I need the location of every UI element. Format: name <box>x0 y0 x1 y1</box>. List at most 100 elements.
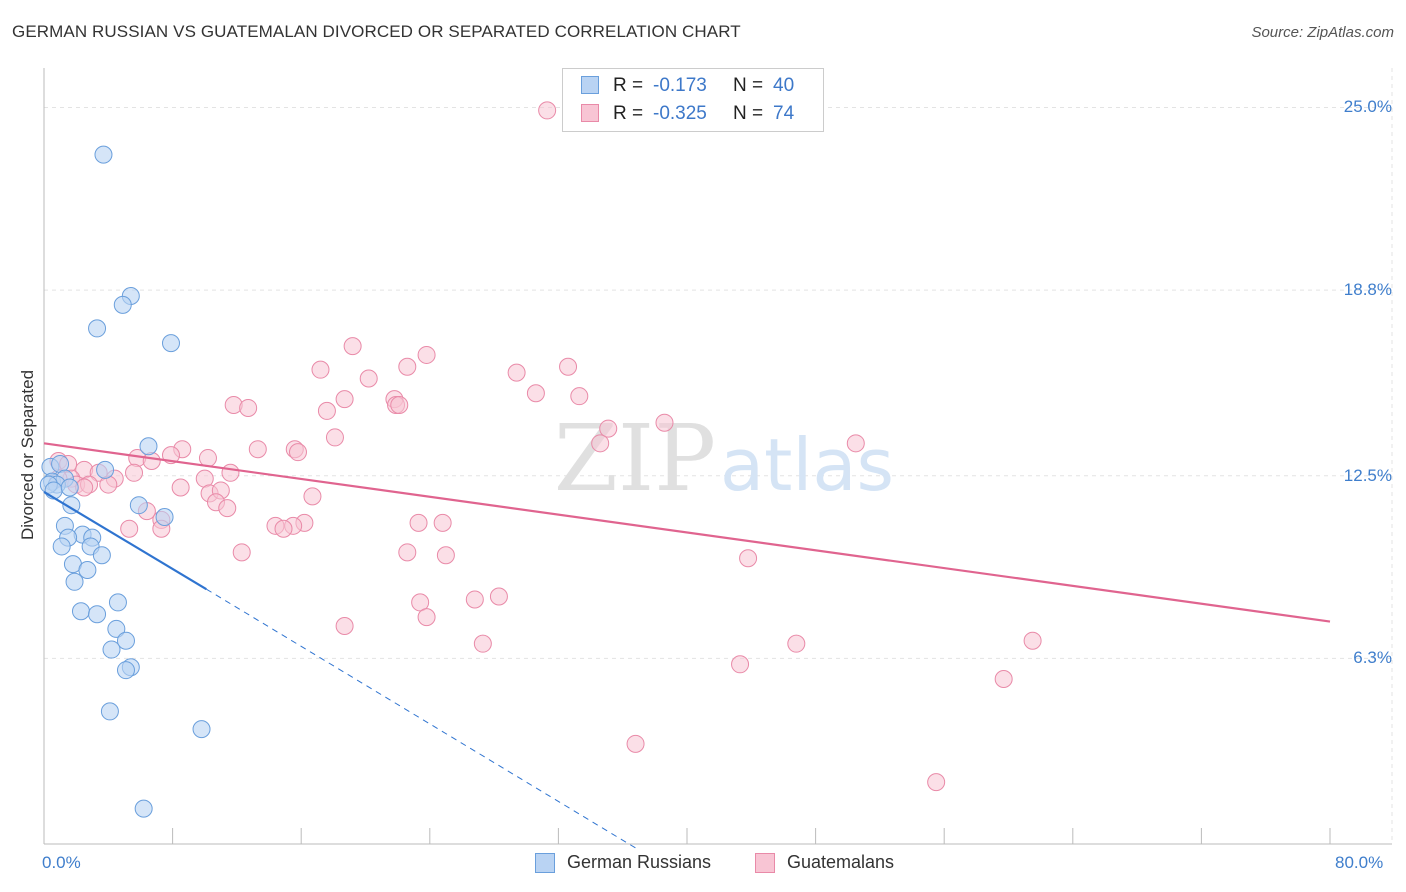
data-point-german-russians <box>65 572 84 591</box>
legend-label: German Russians <box>567 852 712 872</box>
data-point-guatemalans <box>198 449 217 468</box>
data-point-guatemalans <box>591 434 610 453</box>
data-point-guatemalans <box>335 616 354 635</box>
data-point-guatemalans <box>343 337 362 356</box>
watermark-zip: ZIP <box>554 405 716 512</box>
x-tick-min: 0.0% <box>42 853 81 872</box>
data-point-german-russians <box>88 319 107 338</box>
data-point-guatemalans <box>359 369 378 388</box>
series-german-russians <box>39 145 211 818</box>
data-point-german-russians <box>96 460 115 479</box>
watermark: ZIP atlas <box>554 405 894 512</box>
data-point-guatemalans <box>232 543 251 562</box>
data-point-guatemalans <box>465 590 484 609</box>
data-point-guatemalans <box>731 655 750 674</box>
gridlines <box>44 68 1393 844</box>
data-point-guatemalans <box>248 440 267 459</box>
data-point-german-russians <box>60 478 79 497</box>
legend-swatch-pink <box>755 853 775 873</box>
data-point-guatemalans <box>409 513 428 532</box>
data-point-guatemalans <box>335 390 354 409</box>
data-point-guatemalans <box>559 357 578 376</box>
data-point-guatemalans <box>398 357 417 376</box>
legend-swatch-blue <box>535 853 555 873</box>
data-point-german-russians <box>192 720 211 739</box>
trendlines <box>43 442 1331 851</box>
r-value: -0.325 <box>653 103 707 124</box>
stats-row-blue: R = -0.173 N = 40 <box>563 72 823 100</box>
data-point-guatemalans <box>626 734 645 753</box>
stats-box: R = -0.173 N = 40 R = -0.325 N = 74 <box>562 68 824 132</box>
data-point-german-russians <box>94 145 113 164</box>
data-point-guatemalans <box>224 396 243 415</box>
data-point-german-russians <box>113 295 132 314</box>
y-tick-label: 18.8% <box>1343 280 1392 300</box>
data-point-guatemalans <box>288 443 307 462</box>
data-point-german-russians <box>108 593 127 612</box>
data-point-german-russians <box>161 334 180 353</box>
data-point-german-russians <box>139 437 158 456</box>
trendline-german-russians <box>43 490 207 591</box>
data-point-guatemalans <box>489 587 508 606</box>
data-point-guatemalans <box>274 519 293 538</box>
data-point-german-russians <box>155 507 174 526</box>
data-point-guatemalans <box>221 463 240 482</box>
data-point-guatemalans <box>142 452 161 470</box>
data-point-german-russians <box>116 661 135 680</box>
data-point-guatemalans <box>303 487 322 506</box>
pink-swatch <box>581 104 599 122</box>
data-point-guatemalans <box>120 519 139 538</box>
watermark-atlas: atlas <box>720 423 894 507</box>
data-point-german-russians <box>88 605 107 624</box>
legend-label: Guatemalans <box>787 852 895 872</box>
axes <box>43 68 1392 845</box>
data-point-guatemalans <box>538 101 557 120</box>
data-point-guatemalans <box>433 513 452 532</box>
data-point-german-russians <box>116 631 135 650</box>
data-point-guatemalans <box>570 387 589 406</box>
data-point-guatemalans <box>99 475 118 494</box>
data-point-german-russians <box>134 799 153 818</box>
data-point-guatemalans <box>846 434 865 453</box>
chart-title: GERMAN RUSSIAN VS GUATEMALAN DIVORCED OR… <box>12 22 741 41</box>
data-point-guatemalans <box>398 543 417 562</box>
n-value: 74 <box>773 103 795 124</box>
data-point-guatemalans <box>1023 631 1042 650</box>
r-label: R = <box>613 103 644 124</box>
data-point-guatemalans <box>125 463 144 482</box>
data-point-guatemalans <box>390 396 409 415</box>
data-point-guatemalans <box>239 398 258 417</box>
data-point-guatemalans <box>599 419 618 438</box>
data-point-guatemalans <box>325 428 344 447</box>
x-tick-max: 80.0% <box>1335 853 1384 872</box>
data-point-guatemalans <box>417 608 436 627</box>
data-point-guatemalans <box>171 478 190 497</box>
data-point-guatemalans <box>927 773 946 792</box>
y-tick-label: 12.5% <box>1343 465 1392 485</box>
blue-swatch <box>581 76 599 94</box>
data-point-german-russians <box>78 561 97 580</box>
trendline-guatemalans <box>43 442 1331 623</box>
data-point-german-russians <box>107 619 126 638</box>
data-point-guatemalans <box>311 360 330 379</box>
data-point-german-russians <box>44 481 63 500</box>
n-label: N = <box>733 75 764 96</box>
trendline-german-russians-extension <box>206 588 640 851</box>
r-label: R = <box>613 75 644 96</box>
n-label: N = <box>733 103 764 124</box>
y-tick-label: 25.0% <box>1343 97 1392 117</box>
y-tick-label: 6.3% <box>1353 648 1392 668</box>
data-point-guatemalans <box>507 363 526 382</box>
data-point-guatemalans <box>218 499 237 518</box>
n-value: 40 <box>773 75 795 96</box>
data-point-german-russians <box>102 640 121 659</box>
data-point-german-russians <box>71 602 90 621</box>
data-point-guatemalans <box>787 634 806 653</box>
data-point-guatemalans <box>317 401 336 420</box>
data-point-guatemalans <box>473 634 492 653</box>
data-point-guatemalans <box>417 345 436 364</box>
source-label: Source: ZipAtlas.com <box>1251 24 1394 41</box>
data-point-german-russians <box>92 546 111 565</box>
data-point-guatemalans <box>739 549 758 568</box>
